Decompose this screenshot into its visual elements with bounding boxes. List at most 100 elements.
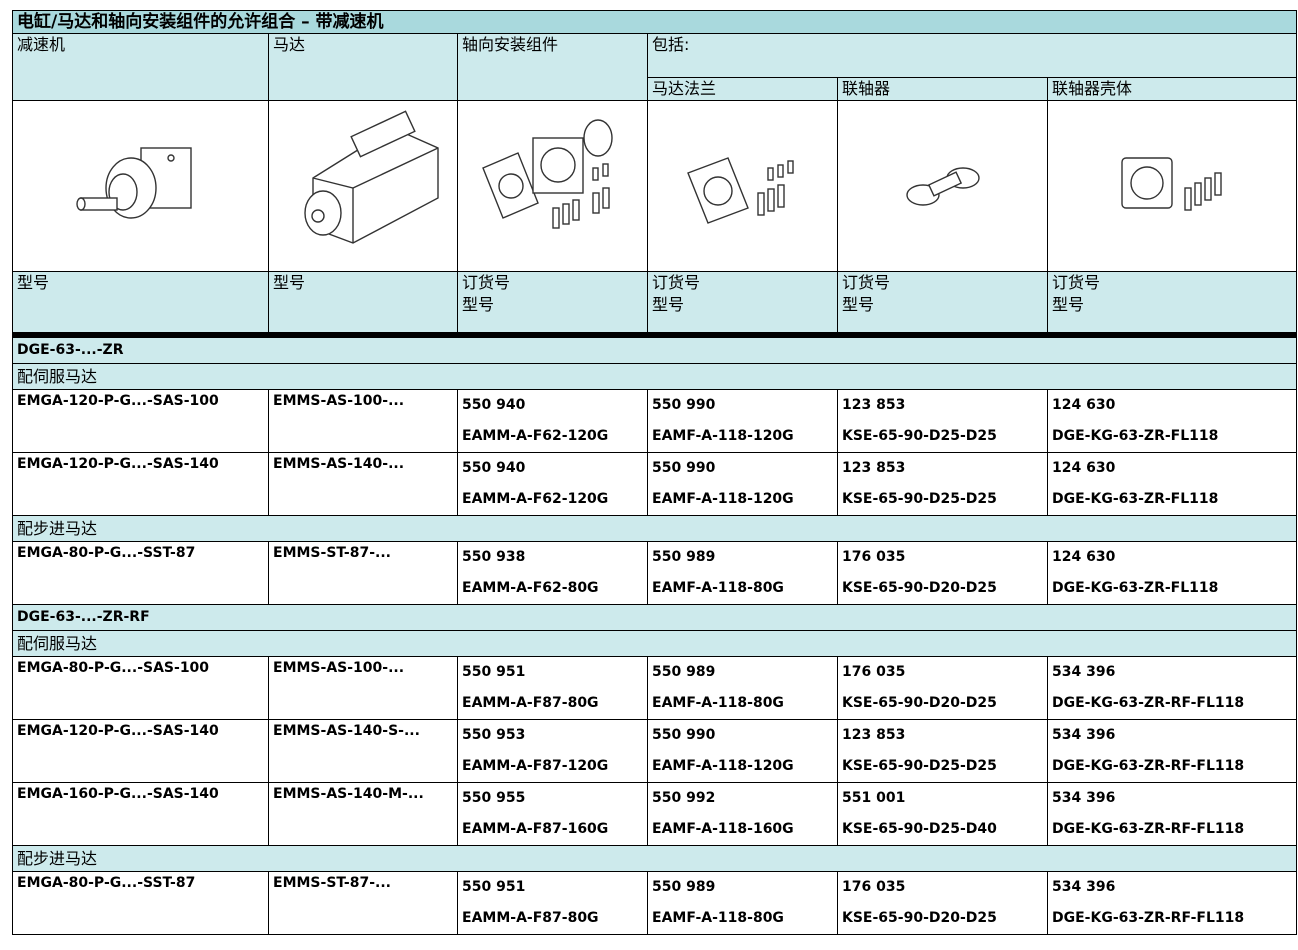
table-body: 电缸/马达和轴向安装组件的允许组合 – 带减速机 减速机 马达 轴向安装组件 包括: 马达… [11,10,1298,935]
data-row: EMGA-80-P-G...-SST-87 EMMS-ST-87-... 550 9… [12,540,1298,605]
part-number: 176 035 [842,548,906,565]
part-type: EAMM-A-F87-80G [462,694,599,711]
type-label: 型号 [273,273,306,292]
motor-type: EMMS-AS-100-... [268,655,458,720]
part-type: DGE-KG-63-ZR-FL118 [1052,579,1219,596]
part-cell: 550 938 EAMM-A-F62-80G [457,540,648,605]
part-number: 550 989 [652,548,716,565]
part-type: EAMM-A-F87-120G [462,757,609,774]
group-label: 配伺服马达 [11,629,1298,657]
part-cell: 124 630 DGE-KG-63-ZR-FL118 [1046,451,1298,516]
part-cell: 550 953 EAMM-A-F87-120G [457,718,648,783]
part-number: 124 630 [1052,396,1116,413]
part-cell: 123 853 KSE-65-90-D25-D25 [837,451,1048,516]
part-number: 550 990 [652,459,716,476]
type-cell: 订货号 型号 [457,271,648,335]
part-number: 550 955 [462,789,526,806]
sub-column-header: 马达法兰 [647,77,838,101]
type-label: 订货号 [1052,273,1101,292]
part-number: 534 396 [1052,789,1116,806]
part-type: EAMM-A-F62-80G [462,579,599,596]
data-row: EMGA-120-P-G...-SAS-140 EMMS-AS-140-... 55… [12,451,1298,516]
part-type: EAMM-A-F87-80G [462,909,599,926]
group-row: 配步进马达 [11,844,1298,872]
sub-header-row: 马达法兰 联轴器 联轴器壳体 [13,77,1298,101]
part-cell: 550 955 EAMM-A-F87-160G [457,781,648,846]
part-cell: 550 990 EAMF-A-118-120G [647,451,838,516]
type-label: 型号 [462,295,495,314]
illustration [905,167,980,206]
product-image [12,100,269,272]
part-type: EAMF-A-118-80G [652,909,784,926]
group-row: 配步进马达 [11,514,1298,542]
type-cell: 订货号 型号 [837,271,1048,335]
gearbox-type: EMGA-120-P-G...-SAS-100 [12,388,269,453]
part-number: 534 396 [1052,663,1116,680]
type-label: 订货号 [842,273,891,292]
part-type: EAMM-A-F62-120G [462,427,609,444]
part-number: 551 001 [842,789,906,806]
part-type: DGE-KG-63-ZR-FL118 [1052,490,1219,507]
gearbox-type: EMGA-80-P-G...-SST-87 [12,870,269,935]
product-image [457,100,648,272]
title-row: 电缸/马达和轴向安装组件的允许组合 – 带减速机 [11,10,1298,34]
part-type: DGE-KG-63-ZR-RF-FL118 [1052,909,1245,926]
part-number: 534 396 [1052,726,1116,743]
part-type: EAMM-A-F87-160G [462,820,609,837]
part-cell: 550 951 EAMM-A-F87-80G [457,870,648,935]
sub-column-header: 联轴器 [837,77,1048,101]
part-cell: 176 035 KSE-65-90-D20-D25 [837,870,1048,935]
part-type: EAMF-A-118-160G [652,820,794,837]
part-type: EAMF-A-118-80G [652,579,784,596]
part-cell: 550 989 EAMF-A-118-80G [647,540,838,605]
gearbox-type: EMGA-160-P-G...-SAS-140 [12,781,269,846]
part-number: 550 940 [462,396,526,413]
type-label: 型号 [652,295,685,314]
part-cell: 550 940 EAMM-A-F62-120G [457,451,648,516]
image-row [12,100,1298,272]
part-type: KSE-65-90-D25-D25 [842,757,997,774]
gearbox-type: EMGA-80-P-G...-SST-87 [12,540,269,605]
part-number: 124 630 [1052,459,1116,476]
gearbox-type: EMGA-80-P-G...-SAS-100 [12,655,269,720]
part-number: 550 990 [652,396,716,413]
part-type: KSE-65-90-D20-D25 [842,909,997,926]
part-number: 123 853 [842,726,906,743]
part-cell: 534 396 DGE-KG-63-ZR-RF-FL118 [1046,718,1298,783]
part-type: KSE-65-90-D20-D25 [842,579,997,596]
product-image [837,100,1048,272]
part-number: 176 035 [842,663,906,680]
column-header: 马达 [268,33,458,101]
part-number: 550 953 [462,726,526,743]
data-row: EMGA-120-P-G...-SAS-100 EMMS-AS-100-... 55… [12,388,1298,453]
type-label: 订货号 [652,273,701,292]
part-type: DGE-KG-63-ZR-RF-FL118 [1052,757,1245,774]
part-number: 176 035 [842,878,906,895]
part-number: 534 396 [1052,878,1116,895]
section-row: DGE-63-...-ZR [11,331,1298,364]
type-label: 型号 [1052,295,1085,314]
part-type: KSE-65-90-D25-D40 [842,820,997,837]
product-image [647,100,838,272]
part-number: 550 989 [652,878,716,895]
sub-column-header: 联轴器壳体 [1046,77,1298,101]
part-number: 550 951 [462,878,526,895]
part-cell: 550 992 EAMF-A-118-160G [647,781,838,846]
type-label: 型号 [842,295,875,314]
gearbox-type: EMGA-120-P-G...-SAS-140 [12,451,269,516]
combination-table: 电缸/马达和轴向安装组件的允许组合 – 带减速机 减速机 马达 轴向安装组件 包括: 马达… [11,10,1298,935]
part-cell: 123 853 KSE-65-90-D25-D25 [837,388,1048,453]
group-label: 配伺服马达 [11,362,1298,390]
part-cell: 176 035 KSE-65-90-D20-D25 [837,655,1048,720]
column-header: 减速机 [12,33,269,101]
part-number: 550 989 [652,663,716,680]
column-header: 包括: [646,33,1298,78]
part-cell: 551 001 KSE-65-90-D25-D40 [837,781,1048,846]
part-cell: 550 990 EAMF-A-118-120G [647,388,838,453]
column-header: 轴向安装组件 [457,33,648,101]
header-row: 减速机 马达 轴向安装组件 包括: [12,33,1298,101]
part-number: 123 853 [842,396,906,413]
data-row: EMGA-80-P-G...-SAS-100 EMMS-AS-100-... 550… [12,655,1298,720]
part-cell: 534 396 DGE-KG-63-ZR-RF-FL118 [1046,870,1298,935]
